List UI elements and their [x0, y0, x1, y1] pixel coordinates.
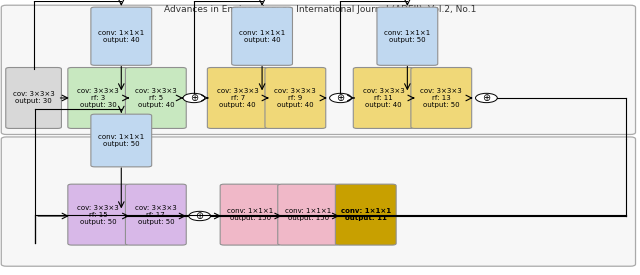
Circle shape — [330, 93, 351, 103]
Text: cov: 3×3×3
rf: 13
output: 50: cov: 3×3×3 rf: 13 output: 50 — [420, 88, 462, 108]
FancyBboxPatch shape — [91, 7, 152, 65]
Text: cov: 3×3×3
rf: 17
output: 50: cov: 3×3×3 rf: 17 output: 50 — [135, 205, 177, 225]
Text: cov: 3×3×3
rf: 9
output: 40: cov: 3×3×3 rf: 9 output: 40 — [275, 88, 316, 108]
Text: conv: 1×1×1
output: 50: conv: 1×1×1 output: 50 — [98, 134, 145, 147]
FancyBboxPatch shape — [91, 114, 152, 167]
FancyBboxPatch shape — [68, 67, 129, 128]
Circle shape — [189, 211, 211, 221]
Text: cov: 3×3×3
rf: 15
output: 50: cov: 3×3×3 rf: 15 output: 50 — [77, 205, 119, 225]
Text: cov: 3×3×3
output: 30: cov: 3×3×3 output: 30 — [13, 92, 54, 104]
FancyBboxPatch shape — [411, 67, 472, 128]
FancyBboxPatch shape — [335, 184, 396, 245]
FancyBboxPatch shape — [6, 67, 61, 128]
FancyBboxPatch shape — [232, 7, 292, 65]
FancyBboxPatch shape — [125, 184, 186, 245]
FancyBboxPatch shape — [125, 67, 186, 128]
Text: conv: 1×1×1
output: 40: conv: 1×1×1 output: 40 — [98, 30, 145, 43]
FancyBboxPatch shape — [1, 137, 636, 266]
FancyBboxPatch shape — [377, 7, 438, 65]
Text: ⊕: ⊕ — [190, 93, 198, 103]
FancyBboxPatch shape — [278, 184, 339, 245]
FancyBboxPatch shape — [220, 184, 281, 245]
Circle shape — [476, 93, 497, 103]
Circle shape — [183, 93, 205, 103]
Text: cov: 3×3×3
rf: 3
output: 30: cov: 3×3×3 rf: 3 output: 30 — [77, 88, 119, 108]
Text: ⊕: ⊕ — [337, 93, 344, 103]
FancyBboxPatch shape — [68, 184, 129, 245]
Text: conv: 1×1×1
output: 40: conv: 1×1×1 output: 40 — [239, 30, 285, 43]
Text: ⊕: ⊕ — [483, 93, 490, 103]
Text: cov: 3×3×3
rf: 11
output: 40: cov: 3×3×3 rf: 11 output: 40 — [363, 88, 404, 108]
FancyBboxPatch shape — [1, 5, 636, 134]
FancyBboxPatch shape — [353, 67, 414, 128]
Text: Advances in Engineering: an International Journal (ADEIJ), Vol.2, No.1: Advances in Engineering: an Internationa… — [164, 5, 476, 14]
FancyBboxPatch shape — [207, 67, 268, 128]
Text: cov: 3×3×3
rf: 5
output: 40: cov: 3×3×3 rf: 5 output: 40 — [135, 88, 177, 108]
Text: conv: 1×1×1
output: 11: conv: 1×1×1 output: 11 — [340, 208, 391, 221]
Text: conv: 1×1×1
output: 150: conv: 1×1×1 output: 150 — [285, 208, 332, 221]
Text: ⊕: ⊕ — [196, 211, 204, 221]
Text: conv: 1×1×1
output: 50: conv: 1×1×1 output: 50 — [384, 30, 431, 43]
FancyBboxPatch shape — [265, 67, 326, 128]
Text: cov: 3×3×3
rf: 7
output: 40: cov: 3×3×3 rf: 7 output: 40 — [217, 88, 259, 108]
Text: conv: 1×1×1
output: 150: conv: 1×1×1 output: 150 — [227, 208, 274, 221]
